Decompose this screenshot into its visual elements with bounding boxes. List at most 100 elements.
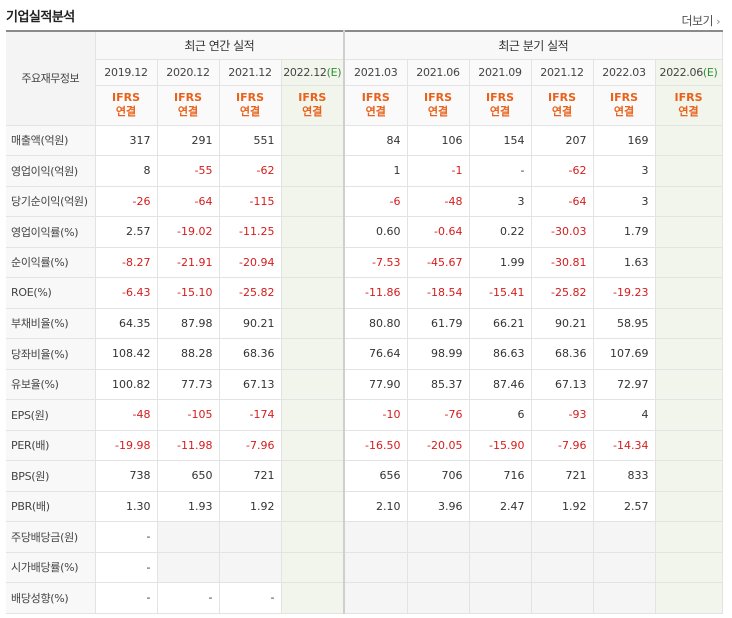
value-cell xyxy=(280,490,345,522)
value-cell: 317 xyxy=(94,124,158,156)
value-cell xyxy=(654,490,723,522)
value-cell xyxy=(654,155,723,187)
value-cell: -55 xyxy=(156,155,220,187)
value-cell xyxy=(654,277,723,309)
metric-label: 유보율(%) xyxy=(6,368,96,400)
table-row: 시가배당률(%) - xyxy=(6,551,723,583)
value-cell xyxy=(654,246,723,278)
value-cell: -62 xyxy=(530,155,594,187)
value-cell xyxy=(280,429,345,461)
value-cell: 64.35 xyxy=(94,307,158,339)
value-cell: -115 xyxy=(218,185,282,217)
value-cell xyxy=(592,551,656,583)
value-cell: 4 xyxy=(592,399,656,431)
value-cell xyxy=(468,582,532,614)
value-cell: 1.30 xyxy=(94,490,158,522)
value-cell: 1.92 xyxy=(218,490,282,522)
standard-ifrs: IFRS xyxy=(298,91,327,104)
accounting-standard: IFRS 연결 xyxy=(343,84,408,126)
period-label: 2022.06 xyxy=(659,65,704,79)
table-row: 매출액(억원) 317 291 551 84 106 154 207 169 xyxy=(6,124,723,156)
value-cell xyxy=(406,521,470,553)
value-cell: -11.25 xyxy=(218,216,282,248)
value-cell xyxy=(530,551,594,583)
metric-label: 영업이익(억원) xyxy=(6,155,96,187)
accounting-standard: IFRS 연결 xyxy=(218,84,282,126)
value-cell: -48 xyxy=(94,399,158,431)
table-row: 영업이익률(%) 2.57 -19.02 -11.25 0.60 -0.64 0.22 -30… xyxy=(6,216,723,248)
standard-ifrs: IFRS xyxy=(174,91,202,104)
standard-consolidated: 연결 xyxy=(115,105,137,118)
value-cell: -14.34 xyxy=(592,429,656,461)
value-cell: - xyxy=(94,521,158,553)
value-cell xyxy=(654,338,723,370)
value-cell: 68.36 xyxy=(530,338,594,370)
period-label: 2021.06 xyxy=(416,65,460,79)
value-cell: -26 xyxy=(94,185,158,217)
value-cell: -19.23 xyxy=(592,277,656,309)
metric-label: 매출액(억원) xyxy=(6,124,96,156)
value-cell: - xyxy=(468,155,532,187)
value-cell: -7.96 xyxy=(530,429,594,461)
value-cell: 77.73 xyxy=(156,368,220,400)
more-link[interactable]: 더보기 › xyxy=(681,12,720,29)
value-cell xyxy=(280,399,345,431)
value-cell: 80.80 xyxy=(343,307,408,339)
value-cell: 716 xyxy=(468,460,532,492)
value-cell xyxy=(654,368,723,400)
value-cell: -45.67 xyxy=(406,246,470,278)
value-cell: -10 xyxy=(343,399,408,431)
value-cell: -64 xyxy=(156,185,220,217)
financial-table: 주요재무정보 최근 연간 실적 최근 분기 실적 2019.12 2020.12 2… xyxy=(6,30,723,614)
value-cell: 85.37 xyxy=(406,368,470,400)
value-cell: - xyxy=(94,582,158,614)
value-cell: - xyxy=(218,582,282,614)
value-cell xyxy=(654,307,723,339)
standard-consolidated: 연결 xyxy=(177,105,199,118)
value-cell: -7.53 xyxy=(343,246,408,278)
value-cell: 107.69 xyxy=(592,338,656,370)
value-cell: 656 xyxy=(343,460,408,492)
quarter-group-header: 최근 분기 실적 xyxy=(342,30,723,60)
period-label: 2021.09 xyxy=(478,65,522,79)
value-cell xyxy=(654,521,723,553)
period-header: 2022.06(E) xyxy=(654,58,723,86)
value-cell: -11.98 xyxy=(156,429,220,461)
value-cell xyxy=(654,216,723,248)
value-cell: -76 xyxy=(406,399,470,431)
accounting-standard: IFRS 연결 xyxy=(654,84,723,126)
period-header: 2021.03 xyxy=(343,58,408,86)
value-cell: 6 xyxy=(468,399,532,431)
value-cell: 108.42 xyxy=(94,338,158,370)
value-cell: 100.82 xyxy=(94,368,158,400)
value-cell: -8.27 xyxy=(94,246,158,278)
metric-label: 주당배당금(원) xyxy=(6,521,96,553)
standard-ifrs: IFRS xyxy=(548,91,576,104)
standard-ifrs: IFRS xyxy=(236,91,264,104)
value-cell xyxy=(343,521,408,553)
metric-label: 부채비율(%) xyxy=(6,307,96,339)
value-cell: -20.05 xyxy=(406,429,470,461)
accounting-standard: IFRS 연결 xyxy=(468,84,532,126)
table-row: EPS(원) -48 -105 -174 -10 -76 6 -93 4 xyxy=(6,399,723,431)
accounting-standard: IFRS 연결 xyxy=(156,84,220,126)
standard-consolidated: 연결 xyxy=(302,105,323,118)
value-cell: - xyxy=(156,582,220,614)
standard-consolidated: 연결 xyxy=(678,105,699,118)
value-cell: 90.21 xyxy=(218,307,282,339)
value-cell xyxy=(654,124,723,156)
accounting-standard: IFRS 연결 xyxy=(280,84,345,126)
value-cell xyxy=(343,582,408,614)
metric-label: PER(배) xyxy=(6,429,96,461)
value-cell xyxy=(280,216,345,248)
table-row: 배당성향(%) - - - xyxy=(6,582,723,614)
value-cell: - xyxy=(94,551,158,583)
value-cell xyxy=(280,277,345,309)
table-row: PER(배) -19.98 -11.98 -7.96 -16.50 -20.05 -15.9… xyxy=(6,429,723,461)
period-label: 2022.03 xyxy=(602,65,646,79)
value-cell: 72.97 xyxy=(592,368,656,400)
standard-consolidated: 연결 xyxy=(613,105,635,118)
row-header: 주요재무정보 xyxy=(6,30,96,126)
value-cell: -15.10 xyxy=(156,277,220,309)
value-cell: -25.82 xyxy=(218,277,282,309)
